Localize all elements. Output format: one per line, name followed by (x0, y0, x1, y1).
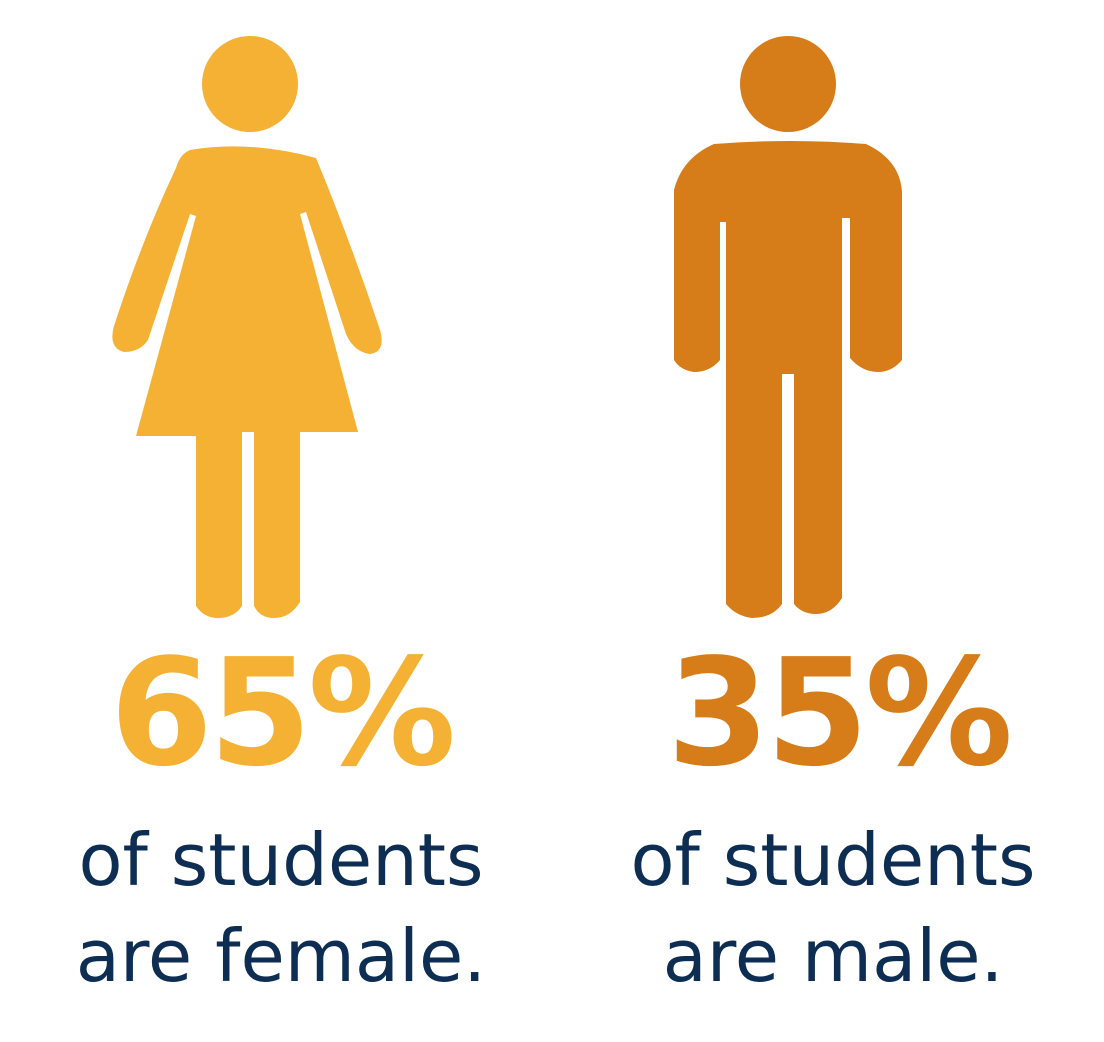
male-figure-icon (674, 36, 902, 618)
male-caption: of students are male. (552, 812, 1104, 1004)
female-caption-line1: of students (78, 818, 484, 902)
male-stat: 35% of students are male. (552, 0, 1104, 1042)
female-figure-icon (112, 36, 382, 618)
female-caption: of students are female. (0, 812, 552, 1004)
female-stat: 65% of students are female. (0, 36, 552, 1004)
female-percent: 65% (109, 627, 456, 799)
male-caption-line1: of students (630, 818, 1036, 902)
male-percent: 35% (666, 627, 1013, 799)
female-caption-line2: are female. (75, 914, 487, 998)
male-caption-line2: are male. (662, 914, 1004, 998)
